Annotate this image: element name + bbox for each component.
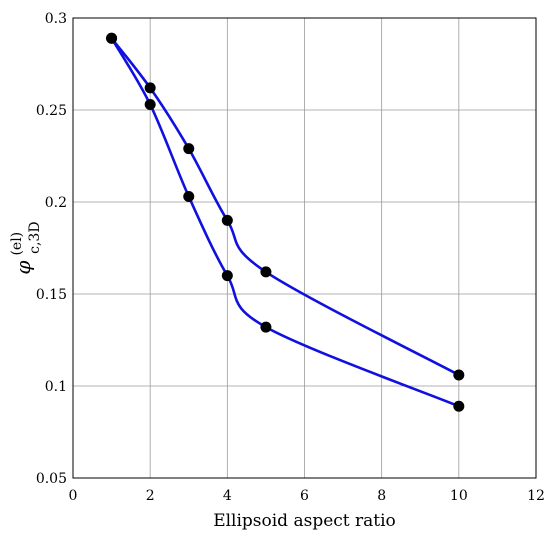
series-1-point (144, 82, 156, 94)
series-1-point (453, 369, 465, 381)
y-axis-label-superscript: (el) (9, 232, 25, 256)
series-2-point (221, 270, 233, 282)
x-tick-label: 0 (69, 488, 78, 504)
series-1-point (221, 214, 233, 226)
x-tick-label: 2 (146, 488, 155, 504)
x-tick-label: 4 (223, 488, 232, 504)
y-axis-label-subscript: c,3D (27, 221, 43, 253)
x-ticks: 0 2 4 6 8 10 12 (69, 488, 545, 504)
series-1-point (183, 143, 195, 155)
grid (72, 17, 537, 479)
series-1-point (260, 266, 272, 278)
series-line-1 (110, 37, 460, 377)
series-line-2 (110, 37, 460, 408)
x-tick-label: 10 (450, 488, 468, 504)
y-axis-label-symbol: φ (11, 261, 35, 275)
y-tick-label: 0.1 (45, 379, 67, 395)
series-2-point (183, 190, 195, 202)
y-ticks: 0.05 0.1 0.15 0.2 0.25 0.3 (36, 11, 67, 487)
x-tick-label: 8 (377, 488, 386, 504)
series-group (106, 32, 465, 412)
x-tick-label: 6 (300, 488, 309, 504)
y-tick-label: 0.3 (45, 11, 67, 27)
x-tick-label: 12 (527, 488, 545, 504)
y-tick-label: 0.25 (36, 103, 67, 119)
series-2-point (453, 400, 465, 412)
series-2-point (260, 321, 272, 333)
series-2-point (144, 98, 156, 110)
series-2-point (106, 32, 118, 44)
y-tick-label: 0.15 (36, 287, 67, 303)
y-tick-label: 0.05 (36, 471, 67, 487)
x-axis-label: Ellipsoid aspect ratio (213, 511, 396, 531)
y-axis-label: φ (el) c,3D (8, 221, 43, 274)
plot-frame (72, 17, 537, 479)
y-tick-label: 0.2 (45, 195, 67, 211)
